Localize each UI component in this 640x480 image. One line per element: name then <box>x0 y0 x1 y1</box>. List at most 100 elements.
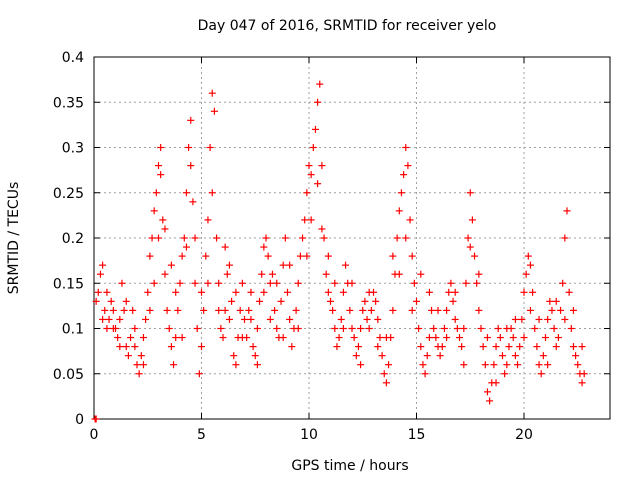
data-point <box>557 306 565 314</box>
data-point <box>511 315 519 323</box>
y-tick-label: 0.3 <box>62 141 84 157</box>
data-point <box>210 107 218 115</box>
data-point <box>191 279 199 287</box>
data-point <box>279 334 287 342</box>
data-point <box>363 315 371 323</box>
data-point <box>208 89 216 97</box>
data-point <box>395 207 403 215</box>
data-point <box>105 315 113 323</box>
data-point <box>456 334 463 342</box>
data-point <box>460 361 468 369</box>
data-point <box>170 361 178 369</box>
data-point <box>359 306 367 314</box>
y-tick-label: 0.05 <box>53 367 84 383</box>
data-point <box>421 370 429 378</box>
data-point <box>413 297 420 305</box>
data-point <box>273 325 281 332</box>
data-point <box>352 352 360 360</box>
data-point <box>150 279 158 287</box>
data-point <box>320 234 328 242</box>
data-point <box>208 189 216 197</box>
x-tick-label: 0 <box>90 427 99 443</box>
data-point <box>518 315 526 323</box>
data-point <box>526 261 534 269</box>
data-point <box>548 306 556 314</box>
data-point <box>324 288 332 296</box>
data-point <box>152 189 160 197</box>
data-point <box>202 252 210 260</box>
data-point <box>342 261 350 269</box>
data-point <box>268 270 276 278</box>
data-point <box>238 334 246 342</box>
data-point <box>466 189 474 197</box>
data-point <box>481 361 489 369</box>
data-point <box>286 261 294 269</box>
data-point <box>395 270 403 278</box>
data-point <box>129 306 137 314</box>
data-point <box>425 334 433 342</box>
data-point <box>271 306 279 314</box>
data-point <box>262 234 270 242</box>
data-point <box>159 216 167 224</box>
data-point <box>178 252 186 260</box>
data-point <box>526 306 534 314</box>
data-point <box>374 315 382 323</box>
y-tick-label: 0.2 <box>62 231 84 247</box>
data-point <box>483 334 491 342</box>
data-point <box>213 234 221 242</box>
y-tick-label: 0.4 <box>62 50 84 66</box>
data-point <box>348 325 356 332</box>
data-point <box>144 288 152 296</box>
data-point <box>301 216 309 224</box>
data-point <box>438 343 446 351</box>
data-point <box>425 288 433 296</box>
data-point <box>337 315 345 323</box>
data-point <box>219 334 227 342</box>
data-point <box>174 306 182 314</box>
data-point <box>499 352 506 360</box>
data-point <box>492 343 500 351</box>
data-point <box>367 306 375 314</box>
data-point <box>503 325 511 332</box>
data-point <box>404 162 412 170</box>
data-point <box>578 379 586 387</box>
data-point <box>436 352 444 360</box>
data-point <box>533 343 541 351</box>
x-axis-label: GPS time / hours <box>291 458 408 474</box>
data-point <box>318 162 326 170</box>
data-point <box>554 334 562 342</box>
data-point <box>314 98 322 106</box>
data-point <box>307 216 315 224</box>
data-point <box>318 225 326 233</box>
data-point <box>172 288 180 296</box>
data-point <box>440 325 448 332</box>
data-point <box>501 370 509 378</box>
data-point <box>167 343 175 351</box>
data-point <box>133 361 141 369</box>
data-point <box>466 243 474 251</box>
data-point <box>195 370 203 378</box>
data-point <box>176 279 184 287</box>
data-point <box>217 325 225 332</box>
data-point <box>331 279 339 287</box>
data-point <box>277 297 285 305</box>
data-point <box>161 270 169 278</box>
data-point <box>451 288 459 296</box>
data-point <box>382 379 390 387</box>
data-point <box>327 297 334 305</box>
data-point <box>189 198 197 206</box>
data-point <box>417 270 425 278</box>
data-point <box>116 315 124 323</box>
data-point <box>410 279 418 287</box>
data-point <box>544 315 552 323</box>
data-point <box>376 334 384 342</box>
x-tick-label: 15 <box>408 427 426 443</box>
data-point <box>529 288 537 296</box>
data-point <box>419 361 427 369</box>
data-point <box>146 306 154 314</box>
data-point <box>307 171 315 179</box>
y-tick-label: 0 <box>75 412 84 428</box>
data-point <box>354 343 362 351</box>
data-point <box>193 325 201 332</box>
